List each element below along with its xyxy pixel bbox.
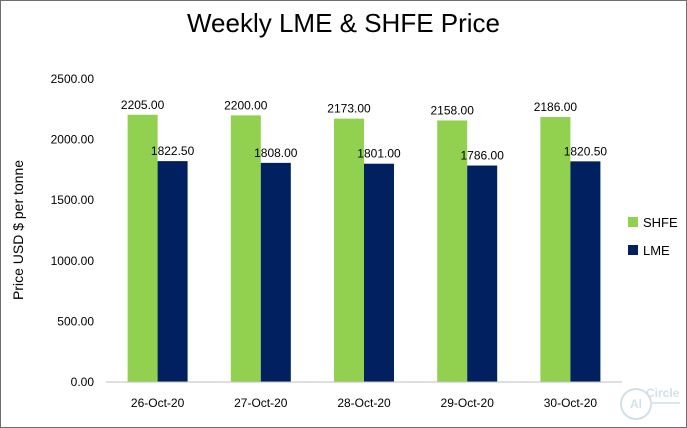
y-tick-label: 2500.00 (51, 72, 95, 86)
x-tick-label: 29-Oct-20 (441, 396, 495, 410)
watermark-text: Circle (646, 386, 680, 400)
bar-shfe (540, 117, 571, 383)
legend-swatch-shfe (628, 217, 638, 227)
watermark-circle-icon: Al (620, 388, 652, 420)
bar-lme (570, 161, 601, 382)
data-label-shfe: 2173.00 (327, 102, 371, 116)
legend-swatch-lme (628, 245, 638, 255)
watermark-underline (650, 402, 680, 404)
x-tick-label: 30-Oct-20 (544, 396, 598, 410)
data-label-shfe: 2186.00 (534, 100, 578, 114)
y-tick-label: 2000.00 (51, 133, 95, 147)
x-tick-label: 27-Oct-20 (234, 396, 288, 410)
legend-label-shfe: SHFE (643, 214, 678, 230)
data-label-lme: 1786.00 (461, 149, 505, 163)
bar-lme (260, 162, 291, 382)
legend-item-lme: LME (628, 240, 678, 260)
data-label-shfe: 2158.00 (431, 103, 475, 117)
bar-shfe (230, 115, 261, 383)
chart-title: Weekly LME & SHFE Price (186, 8, 501, 38)
data-label-shfe: 2200.00 (224, 98, 268, 112)
bar-shfe (437, 120, 468, 382)
y-tick-label: 0.00 (71, 375, 95, 389)
legend: SHFE LME (628, 212, 678, 268)
bar-lme (467, 165, 498, 382)
y-tick-label: 1500.00 (51, 193, 95, 207)
x-tick-label: 28-Oct-20 (337, 396, 391, 410)
alcircle-watermark-logo: Al Circle (620, 386, 682, 422)
bar-lme (157, 161, 188, 382)
data-label-shfe: 2205.00 (121, 98, 165, 112)
bar-lme (364, 163, 394, 382)
data-label-lme: 1820.50 (564, 144, 608, 158)
x-tick-label: 26-Oct-20 (131, 396, 185, 410)
legend-label-lme: LME (643, 242, 670, 258)
y-tick-label: 1000.00 (51, 254, 95, 268)
data-label-lme: 1822.50 (151, 144, 195, 158)
data-label-lme: 1801.00 (357, 147, 401, 161)
y-tick-label: 500.00 (57, 314, 94, 328)
data-label-lme: 1808.00 (254, 146, 298, 160)
bar-shfe (334, 118, 364, 383)
bar-shfe (127, 114, 158, 382)
legend-item-shfe: SHFE (628, 212, 678, 232)
